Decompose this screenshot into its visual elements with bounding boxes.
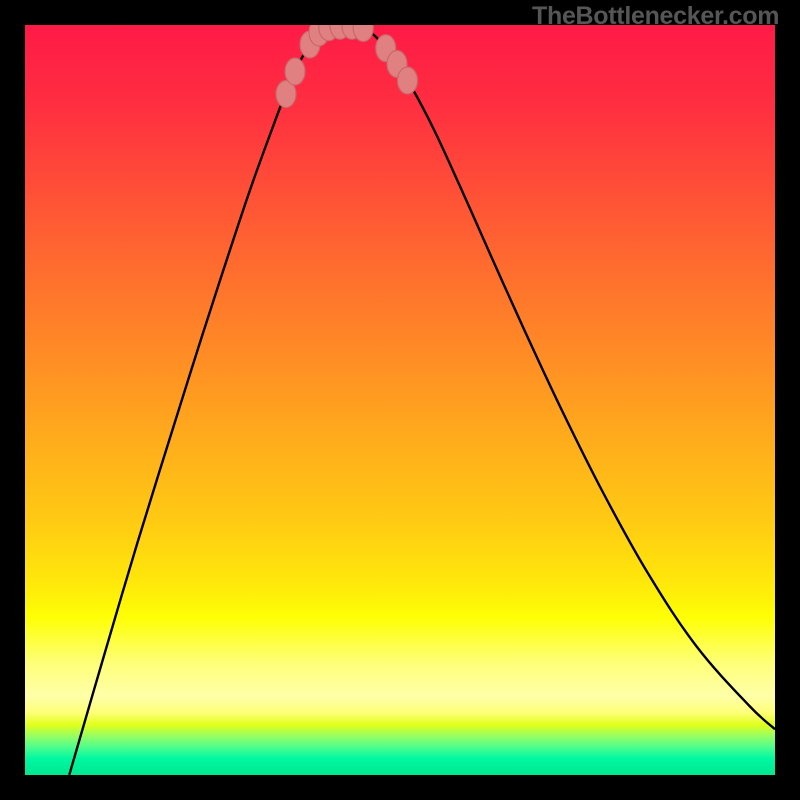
curve-marker <box>398 67 418 94</box>
plot-background <box>25 25 775 775</box>
watermark-text: TheBottlenecker.com <box>532 2 779 31</box>
curve-marker <box>285 58 305 85</box>
